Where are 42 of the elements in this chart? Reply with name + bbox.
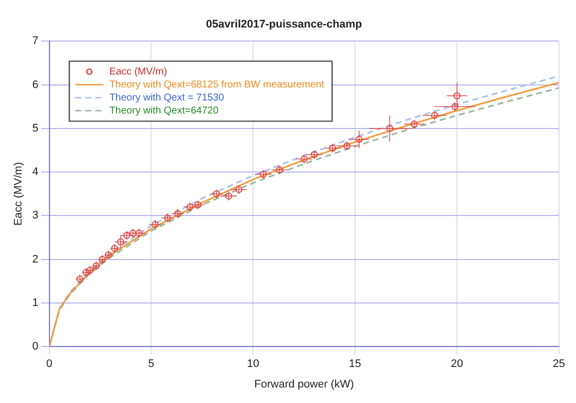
legend-label: Theory with Qext=68125 from BW measurement [109,79,324,90]
point [451,103,458,110]
point [152,220,159,228]
x-axis-title: Forward power (kW) [254,378,354,390]
point [164,214,172,222]
point [276,166,284,174]
y-tick-label: 7 [32,35,38,48]
y-tick-label: 2 [32,253,38,266]
point [235,186,242,194]
x-tick-label: 25 [552,358,566,370]
legend-label: Eacc (MV/m) [109,66,168,78]
point [212,190,220,198]
y-tick-label: 1 [32,297,38,310]
point [343,142,350,150]
y-axis-title: Eacc (MV/m) [12,162,25,226]
point [117,238,124,246]
legend-label: Theory with Qext = 71530 [109,92,225,104]
legend-label: Theory with Qext=64720 [109,105,219,116]
x-tick-label: 10 [247,358,260,370]
y-tick-label: 6 [32,78,38,91]
point [386,124,394,132]
y-tick-label: 3 [32,210,38,222]
point [260,170,267,178]
point [186,203,194,210]
y-tick-label: 0 [32,340,38,353]
point [225,192,232,200]
x-tick-label: 20 [450,358,464,370]
x-tick-label: 15 [348,358,362,370]
point [329,144,336,152]
point [453,92,460,100]
y-tick-label: 5 [32,122,38,134]
x-tick-label: 0 [46,358,52,370]
point [136,230,142,237]
point [194,201,202,208]
y-tick-label: 4 [32,166,38,178]
point [431,112,438,119]
x-tick-label: 5 [148,358,154,370]
point [76,275,84,282]
point [410,120,418,128]
chart-title: 05avril2017-puissance-champ [206,18,362,31]
point [356,136,363,143]
point [174,210,182,218]
